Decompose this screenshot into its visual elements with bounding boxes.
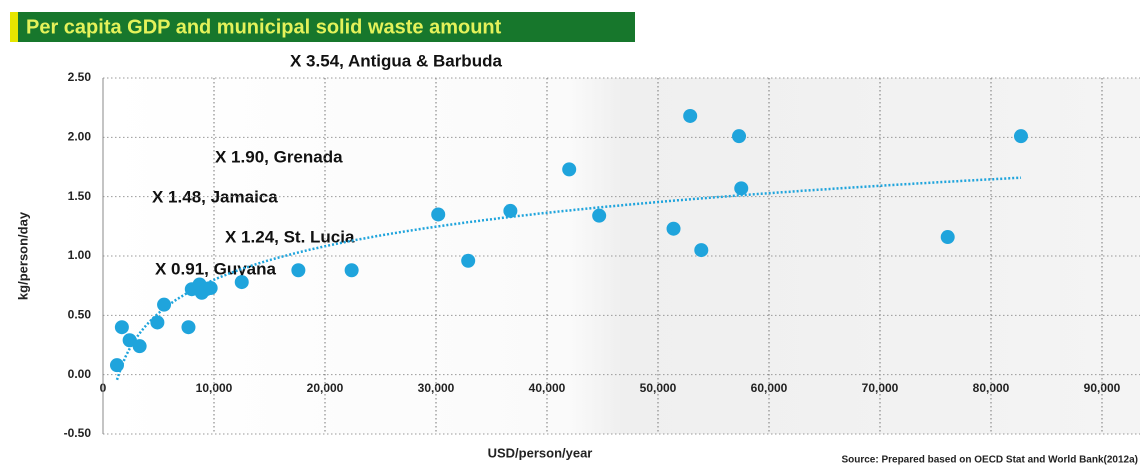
data-point (592, 208, 607, 223)
data-point (732, 129, 747, 144)
data-point (109, 358, 124, 373)
data-point (940, 230, 955, 245)
y-tick-label: 2.00 (68, 130, 92, 144)
y-tick-label: 2.50 (68, 70, 92, 84)
data-point (1013, 129, 1028, 144)
x-tick-label: 10,000 (196, 381, 233, 395)
y-axis-label: kg/person/day (15, 211, 30, 300)
annotation: X 3.54, Antigua & Barbuda (290, 51, 502, 70)
data-point (157, 297, 172, 312)
x-tick-label: 20,000 (307, 381, 344, 395)
data-point (203, 281, 218, 296)
x-tick-label: 80,000 (973, 381, 1010, 395)
x-tick-label: 30,000 (418, 381, 455, 395)
data-point (291, 263, 306, 278)
data-point (683, 108, 698, 123)
x-tick-label: 90,000 (1084, 381, 1121, 395)
data-point (181, 320, 196, 335)
data-point (234, 275, 249, 290)
x-tick-label: 40,000 (529, 381, 566, 395)
x-axis-label: USD/person/year (488, 445, 593, 460)
y-tick-label: 0.50 (68, 308, 92, 322)
data-point (503, 203, 518, 218)
data-point (132, 339, 147, 354)
x-tick-label: 60,000 (751, 381, 788, 395)
data-point (114, 320, 129, 335)
data-point (431, 207, 446, 222)
annotation: X 0.91, Guyana (155, 259, 276, 278)
data-point (150, 315, 165, 330)
title-box (18, 12, 635, 42)
title-accent (10, 12, 18, 42)
data-point (734, 181, 749, 196)
data-point (562, 162, 577, 177)
y-tick-label: 0.00 (68, 367, 92, 381)
trendline (115, 176, 1022, 381)
y-tick-label: -0.50 (64, 426, 92, 440)
chart-title: Per capita GDP and municipal solid waste… (26, 16, 502, 38)
x-tick-label: 70,000 (862, 381, 899, 395)
annotation: X 1.90, Grenada (215, 147, 343, 166)
data-point (666, 221, 681, 236)
annotation: X 1.24, St. Lucia (225, 227, 355, 246)
source-note: Source: Prepared based on OECD Stat and … (841, 455, 1138, 466)
data-point (344, 263, 359, 278)
data-point (694, 243, 709, 258)
x-tick-label: 50,000 (640, 381, 677, 395)
y-tick-label: 1.00 (68, 248, 92, 262)
data-point (461, 253, 476, 268)
y-tick-label: 1.50 (68, 189, 92, 203)
